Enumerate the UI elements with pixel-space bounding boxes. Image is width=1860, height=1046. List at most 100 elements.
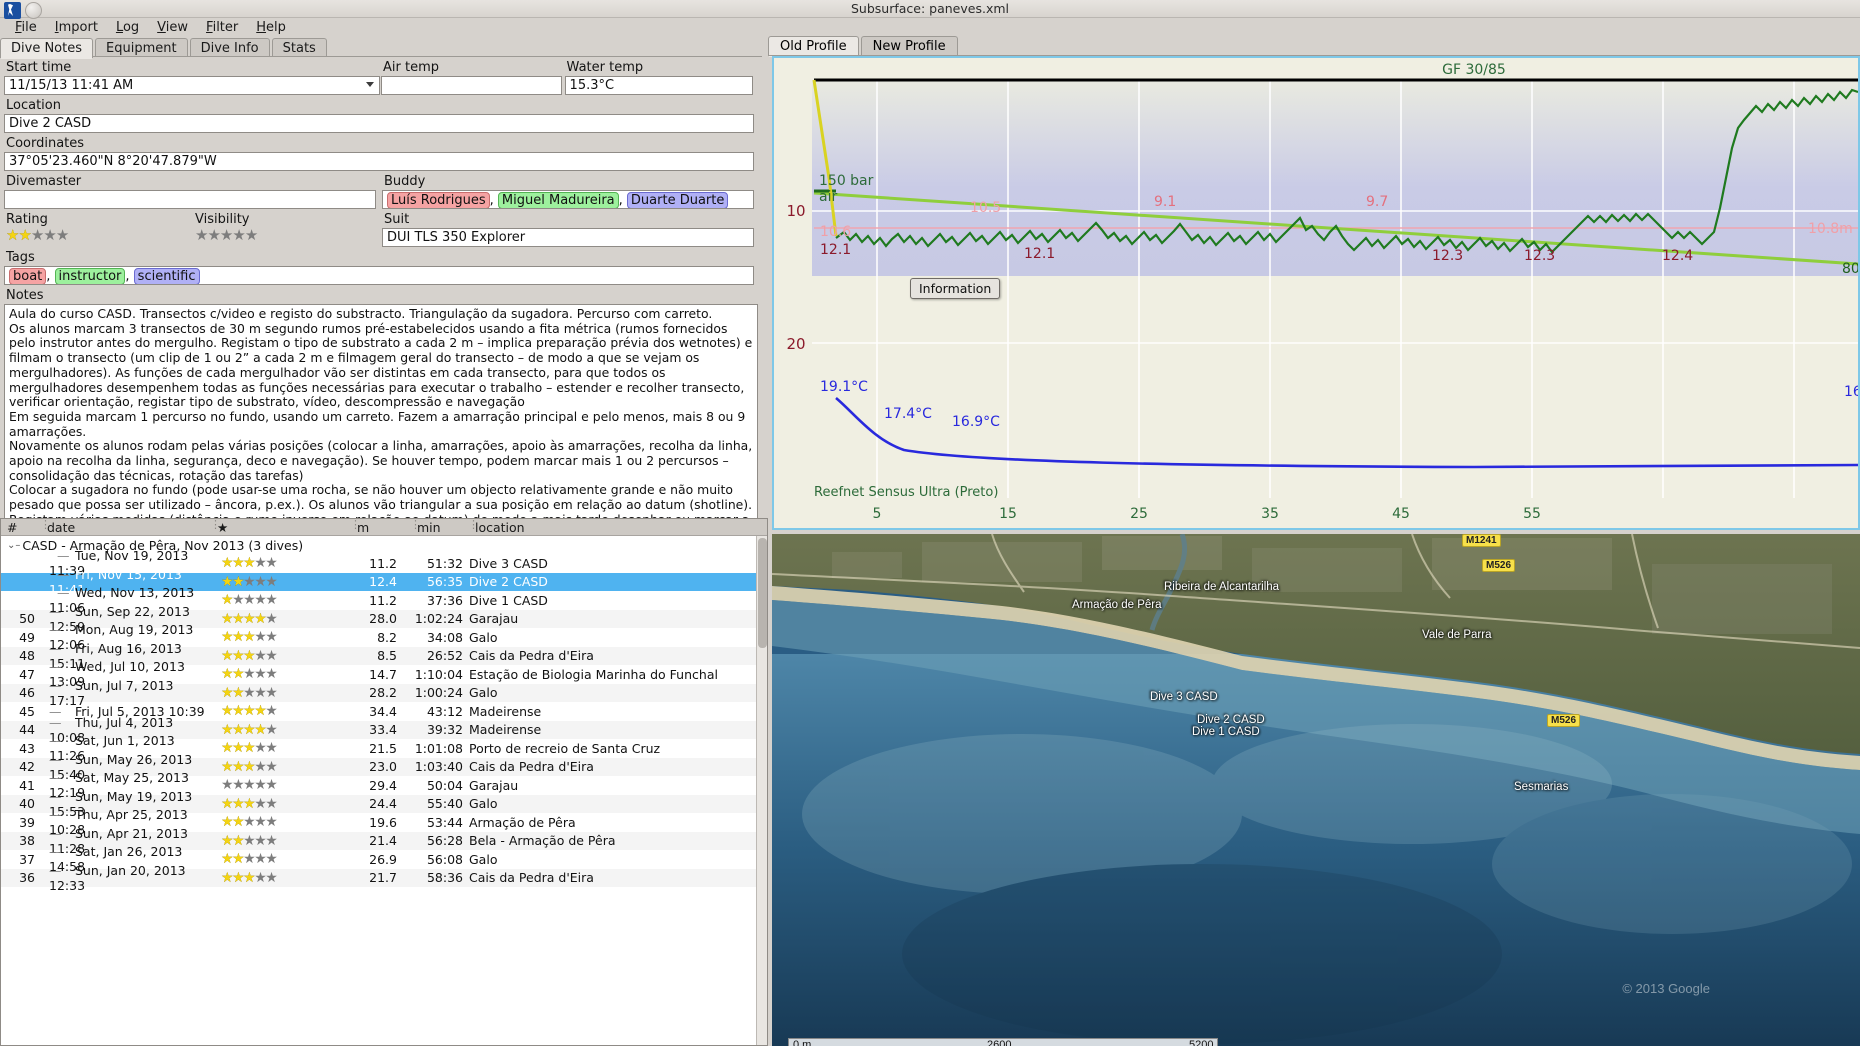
- table-row[interactable]: 42— Sun, May 26, 2013 15:40 ★★★★★ 23.0 1:03:…: [1, 752, 767, 782]
- chip-duarte-duarte[interactable]: Duarte Duarte: [626, 192, 729, 208]
- tab-equipment[interactable]: Equipment: [95, 38, 188, 58]
- coordinates-input[interactable]: 37°05'23.460"N 8°20'47.879"W: [4, 152, 754, 171]
- table-row[interactable]: — Wed, Nov 13, 2013 11:06 ★★★★★ 11.2 37:36 Di…: [1, 585, 767, 615]
- table-row[interactable]: 36— Sun, Jan 20, 2013 12:33 ★★★★★ 21.7 58:36…: [1, 863, 767, 893]
- table-row[interactable]: 43— Sat, Jun 1, 2013 11:26 ★★★★★ 21.5 1:01:0…: [1, 733, 767, 763]
- column-header-location[interactable]: location: [468, 519, 767, 535]
- star-icon-5: ★: [265, 684, 278, 701]
- star-icon-5[interactable]: ★: [244, 226, 258, 244]
- information-tooltip[interactable]: Information: [910, 278, 1001, 299]
- cell-location: Dive 2 CASD: [469, 574, 548, 590]
- table-row[interactable]: 39— Thu, Apr 25, 2013 10:28 ★★★★★ 19.6 53:44…: [1, 807, 767, 837]
- table-row[interactable]: 46— Sun, Jul 7, 2013 17:17 ★★★★★ 28.2 1:00:2…: [1, 678, 767, 708]
- star-icon-5: ★: [265, 832, 278, 849]
- xtick-15: 15: [999, 506, 1017, 522]
- star-icon-4[interactable]: ★: [232, 226, 245, 244]
- star-icon-3[interactable]: ★: [30, 226, 44, 244]
- cell-location: Galo: [469, 629, 498, 645]
- tab-stats[interactable]: Stats: [271, 38, 327, 58]
- tree-branch-icon: —: [49, 677, 62, 693]
- table-row[interactable]: 44— Thu, Jul 4, 2013 10:08 ★★★★★ 33.4 39:32 M…: [1, 715, 767, 745]
- chip-miguel-madureira[interactable]: Miguel Madureira: [497, 192, 619, 208]
- dive-list-body[interactable]: ⌄– CASD - Armação de Pêra, Nov 2013 (3 di…: [1, 536, 767, 893]
- star-icon-3: ★: [243, 758, 256, 775]
- chip-boat[interactable]: boat: [9, 268, 47, 284]
- column-header-depth[interactable]: m: [350, 519, 411, 535]
- dive-list-scrollbar[interactable]: [756, 536, 767, 1045]
- star-icon-3[interactable]: ★: [219, 226, 233, 244]
- scrollbar-thumb[interactable]: [758, 538, 767, 648]
- star-icon-5: ★: [265, 592, 278, 609]
- column-header-date[interactable]: date: [40, 519, 211, 535]
- column-header-rating[interactable]: ★: [210, 519, 351, 535]
- menu-item-file[interactable]: File: [15, 20, 37, 35]
- star-icon-5: ★: [265, 814, 278, 831]
- suit-input[interactable]: DUI TLS 350 Explorer: [382, 228, 754, 247]
- visibility-stars[interactable]: ★★★★★: [195, 228, 382, 243]
- menu-item-import[interactable]: Import: [54, 20, 98, 35]
- table-row[interactable]: 48— Fri, Aug 16, 2013 15:11 ★★★★★ 8.5 26:52 C…: [1, 641, 767, 671]
- table-row[interactable]: 50— Sun, Sep 22, 2013 12:59 ★★★★★ 28.0 1:02:…: [1, 604, 767, 634]
- cell-date: — Sun, Jan 20, 2013 12:33: [49, 862, 186, 893]
- profile-tab-new-profile[interactable]: New Profile: [860, 36, 958, 56]
- air-temp-input[interactable]: [381, 76, 562, 95]
- menu-item-help[interactable]: Help: [256, 20, 286, 35]
- tags-input[interactable]: boat, instructor, scientific: [4, 266, 754, 285]
- table-row[interactable]: 45— Fri, Jul 5, 2013 10:39 ★★★★★ 34.4 43:12 M…: [1, 702, 767, 721]
- menu-item-view[interactable]: View: [157, 20, 189, 35]
- table-row[interactable]: 40— Sun, May 19, 2013 15:53 ★★★★★ 24.4 55:40…: [1, 789, 767, 819]
- star-icon-1[interactable]: ★: [195, 226, 208, 244]
- menu-item-log[interactable]: Log: [115, 20, 140, 35]
- star-icon-5: ★: [265, 758, 278, 775]
- dive-trip-row[interactable]: ⌄– CASD - Armação de Pêra, Nov 2013 (3 di…: [1, 536, 767, 554]
- chevron-down-icon[interactable]: [366, 82, 374, 87]
- dive-profile-chart[interactable]: GF 30/85 150 bar air 10 20 10.6 12.1 10.…: [772, 56, 1860, 530]
- dive-list[interactable]: # date ★ m min location ⌄–CASD - Armação…: [0, 518, 768, 1046]
- chip-luís-rodrigues[interactable]: Luís Rodrigues: [387, 192, 490, 208]
- cell-date: — Sat, Jan 26, 2013 14:58: [49, 844, 183, 875]
- profile-tab-old-profile[interactable]: Old Profile: [768, 36, 859, 57]
- cell-duration: 37:36: [426, 592, 463, 608]
- water-temp-label: Water temp: [566, 60, 644, 75]
- cell-date: — Sun, May 26, 2013 15:40: [49, 751, 193, 782]
- menu-item-filter[interactable]: Filter: [206, 20, 239, 35]
- table-row[interactable]: — Tue, Nov 19, 2013 11:39 ★★★★★ 11.2 51:32 Di…: [1, 548, 767, 578]
- table-row[interactable]: 49— Mon, Aug 19, 2013 12:06 ★★★★★ 8.2 34:08 G…: [1, 622, 767, 652]
- table-row[interactable]: 38— Sun, Apr 21, 2013 11:28 ★★★★★ 21.4 56:28…: [1, 826, 767, 856]
- rating-stars[interactable]: ★★★★★: [6, 228, 193, 243]
- cell-depth: 21.4: [369, 833, 397, 849]
- table-row[interactable]: 41— Sat, May 25, 2013 12:19 ★★★★★ 29.4 50:04…: [1, 770, 767, 800]
- star-icon-4[interactable]: ★: [43, 226, 56, 244]
- tree-branch-icon: —: [49, 844, 62, 860]
- water-temp-value: 15.3°C: [569, 78, 615, 93]
- expand-chevron-icon[interactable]: ⌄–: [7, 539, 21, 551]
- table-row[interactable]: 37— Sat, Jan 26, 2013 14:58 ★★★★★ 26.9 56:08…: [1, 844, 767, 874]
- star-icon-5[interactable]: ★: [55, 226, 69, 244]
- star-icon-2[interactable]: ★: [207, 226, 220, 244]
- cell-date: — Mon, Aug 19, 2013 12:06: [49, 622, 194, 653]
- dive-map[interactable]: Ribeira de Alcantarilha Armação de Pêra Va…: [772, 534, 1860, 1046]
- buddy-input[interactable]: Luís Rodrigues, Miguel Madureira, Duarte…: [382, 190, 754, 209]
- temp-annot-16: 16: [1844, 384, 1858, 400]
- tab-dive-info[interactable]: Dive Info: [189, 38, 270, 58]
- chip-scientific[interactable]: scientific: [133, 268, 200, 284]
- cell-rating: ★★★★★: [211, 611, 351, 627]
- tab-dive-notes[interactable]: Dive Notes: [0, 38, 93, 59]
- table-row[interactable]: 47— Wed, Jul 10, 2013 13:09 ★★★★★ 14.7 1:10:…: [1, 659, 767, 689]
- location-input[interactable]: Dive 2 CASD: [4, 114, 754, 133]
- cell-duration: 26:52: [426, 648, 463, 664]
- notes-textarea[interactable]: Aula do curso CASD. Transectos c/video e…: [4, 304, 758, 519]
- column-header-duration[interactable]: min: [410, 519, 469, 535]
- cell-number: 46: [19, 685, 35, 701]
- cell-location: Estação de Biologia Marinha do Funchal: [469, 666, 718, 682]
- column-header-number[interactable]: #: [7, 519, 18, 535]
- star-icon-1[interactable]: ★: [6, 226, 19, 244]
- chip-instructor[interactable]: instructor: [54, 268, 126, 284]
- table-row[interactable]: — Fri, Nov 15, 2013 11:41 ★★★★★ 12.4 56:35 Di…: [1, 567, 767, 597]
- star-icon-3: ★: [243, 832, 256, 849]
- water-temp-input[interactable]: 15.3°C: [564, 76, 753, 95]
- start-time-input[interactable]: 11/15/13 11:41 AM: [4, 76, 380, 95]
- tree-branch-icon: —: [49, 566, 70, 582]
- star-icon-2[interactable]: ★: [18, 226, 31, 244]
- divemaster-input[interactable]: [4, 190, 376, 209]
